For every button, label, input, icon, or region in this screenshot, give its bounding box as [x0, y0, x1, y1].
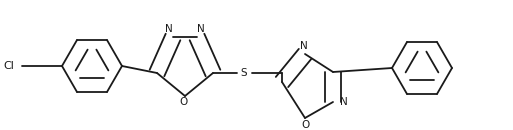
Text: N: N	[300, 41, 308, 51]
Text: Cl: Cl	[3, 61, 14, 71]
Text: N: N	[197, 24, 205, 34]
Text: N: N	[340, 97, 348, 107]
Text: O: O	[301, 121, 309, 130]
Text: N: N	[165, 24, 173, 34]
Text: O: O	[179, 97, 187, 107]
Text: S: S	[241, 68, 247, 78]
